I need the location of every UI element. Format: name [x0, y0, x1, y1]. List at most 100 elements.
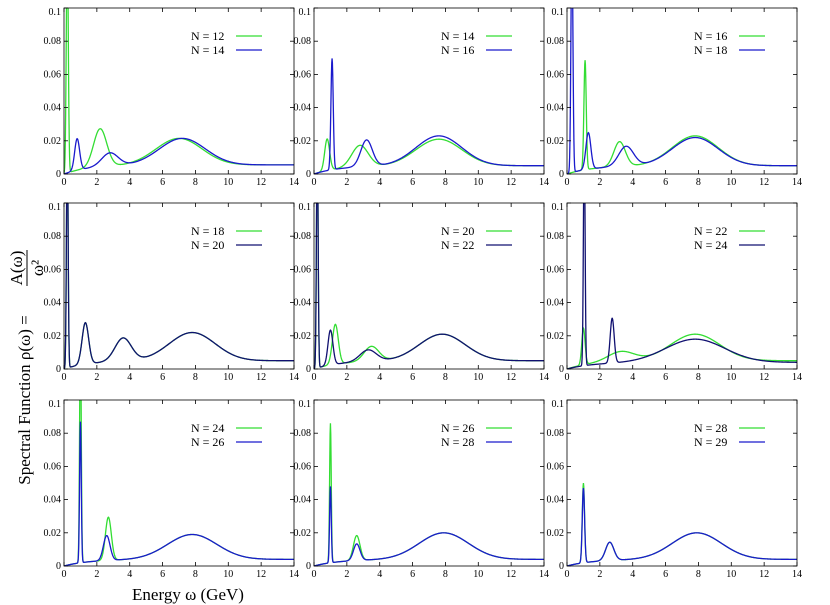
y-tick-label: 0: [559, 561, 564, 572]
plot-frame: [313, 7, 545, 175]
y-tick-label: 0: [306, 364, 311, 375]
x-tick-label: 14: [792, 372, 802, 383]
legend-label: N = 14: [191, 43, 224, 57]
plot-frame: [566, 7, 798, 175]
y-tick-label: 0.02: [44, 136, 62, 147]
y-tick-label: 0.04: [44, 298, 62, 309]
x-tick-label: 4: [377, 372, 382, 383]
y-tick-label: 0.1: [49, 7, 62, 18]
x-tick-label: 4: [630, 177, 635, 188]
y-tick-label: 0: [56, 364, 61, 375]
x-tick-label: 8: [443, 372, 448, 383]
y-tick-label: 0.08: [44, 36, 62, 47]
series-line-2: [64, 137, 294, 174]
x-tick-label: 8: [193, 177, 198, 188]
y-tick-label: 0.06: [547, 461, 565, 472]
series-line-1: [567, 60, 797, 174]
y-tick-label: 0.1: [552, 202, 565, 213]
y-tick-label: 0.08: [547, 428, 565, 439]
y-axis-label: Spectral Function ρ(ω) = A(ω) ω²: [7, 250, 47, 485]
legend-label: N = 18: [694, 43, 727, 57]
legend: N = 26N = 28: [441, 421, 512, 449]
x-tick-label: 4: [127, 569, 132, 580]
y-tick-label: 0: [559, 364, 564, 375]
y-tick-label: 0.02: [547, 528, 565, 539]
x-tick-label: 0: [565, 372, 570, 383]
legend: N = 12N = 14: [191, 29, 262, 57]
panel-1: 0 2 4 6 8 10 12 14 0 0.02 0.04 0.06 0.08 0.1 N = 12N =…: [44, 7, 300, 188]
legend-label: N = 18: [191, 224, 224, 238]
y-tick-label: 0: [306, 561, 311, 572]
y-axis-label-prefix: Spectral Function ρ(ω) =: [15, 315, 34, 484]
x-tick-label: 12: [256, 569, 266, 580]
x-tick-label: 2: [344, 372, 349, 383]
y-tick-label: 0: [559, 169, 564, 180]
x-tick-label: 10: [223, 372, 233, 383]
panel-5: 0 2 4 6 8 10 12 14 0 0.02 0.04 0.06 0.08 0.1 N = 20N =…: [294, 202, 550, 383]
x-tick-label: 14: [289, 569, 299, 580]
legend: N = 18N = 20: [191, 224, 262, 252]
x-tick-label: 6: [410, 372, 415, 383]
plot-frame: [566, 202, 798, 370]
y-tick-label: 0.1: [552, 7, 565, 18]
legend-label: N = 26: [441, 421, 474, 435]
legend-label: N = 24: [694, 238, 727, 252]
legend-label: N = 22: [441, 238, 474, 252]
x-tick-label: 6: [410, 177, 415, 188]
series-line-1: [314, 203, 544, 369]
x-tick-label: 6: [663, 372, 668, 383]
x-tick-label: 0: [312, 372, 317, 383]
x-tick-label: 12: [256, 177, 266, 188]
x-tick-label: 10: [223, 177, 233, 188]
x-tick-label: 2: [597, 569, 602, 580]
y-tick-label: 0.04: [547, 298, 565, 309]
x-tick-label: 8: [443, 177, 448, 188]
series-line-2: [567, 203, 797, 369]
x-tick-label: 8: [193, 372, 198, 383]
y-tick-label: 0.04: [294, 298, 312, 309]
y-tick-label: 0.08: [294, 428, 312, 439]
x-tick-label: 12: [506, 177, 516, 188]
y-tick-label: 0.04: [44, 103, 62, 114]
x-axis-label: Energy ω (GeV): [132, 585, 244, 604]
legend: N = 24N = 26: [191, 421, 262, 449]
x-tick-label: 12: [759, 372, 769, 383]
x-tick-label: 6: [663, 569, 668, 580]
x-tick-label: 2: [94, 569, 99, 580]
y-tick-label: 0.08: [547, 36, 565, 47]
y-tick-label: 0.02: [294, 136, 312, 147]
x-tick-label: 6: [410, 569, 415, 580]
legend-label: N = 12: [191, 29, 224, 43]
x-tick-label: 12: [506, 569, 516, 580]
x-tick-label: 14: [539, 569, 549, 580]
y-tick-label: 0.1: [299, 7, 312, 18]
series-line-1: [64, 400, 294, 566]
series-line-2: [314, 203, 544, 369]
y-tick-label: 0.08: [44, 231, 62, 242]
x-tick-label: 2: [94, 372, 99, 383]
x-tick-label: 4: [377, 569, 382, 580]
x-tick-label: 2: [94, 177, 99, 188]
plot-frame: [63, 399, 295, 567]
panel-6: 0 2 4 6 8 10 12 14 0 0.02 0.04 0.06 0.08 0.1 N = 22N =…: [547, 202, 803, 383]
x-tick-label: 14: [539, 177, 549, 188]
y-axis-label-numerator: A(ω): [7, 251, 26, 286]
series-line-2: [567, 8, 797, 174]
y-tick-label: 0.04: [44, 495, 62, 506]
legend: N = 20N = 22: [441, 224, 512, 252]
y-tick-label: 0.04: [294, 103, 312, 114]
x-tick-label: 10: [726, 372, 736, 383]
y-tick-label: 0.08: [547, 231, 565, 242]
x-tick-label: 14: [539, 372, 549, 383]
y-tick-label: 0.06: [44, 69, 62, 80]
panel-8: 0 2 4 6 8 10 12 14 0 0.02 0.04 0.06 0.08 0.1 N = 26N =…: [294, 399, 550, 580]
x-tick-label: 0: [565, 177, 570, 188]
y-tick-label: 0.02: [44, 528, 62, 539]
y-axis-label-denominator: ω²: [28, 260, 47, 276]
panel-2: 0 2 4 6 8 10 12 14 0 0.02 0.04 0.06 0.08 0.1 N = 14N =…: [294, 7, 550, 188]
y-tick-label: 0: [306, 169, 311, 180]
legend-label: N = 28: [694, 421, 727, 435]
series-line-1: [314, 138, 544, 174]
y-tick-label: 0.06: [547, 264, 565, 275]
panel-7: 0 2 4 6 8 10 12 14 0 0.02 0.04 0.06 0.08 0.1 N = 24N =…: [44, 399, 300, 580]
